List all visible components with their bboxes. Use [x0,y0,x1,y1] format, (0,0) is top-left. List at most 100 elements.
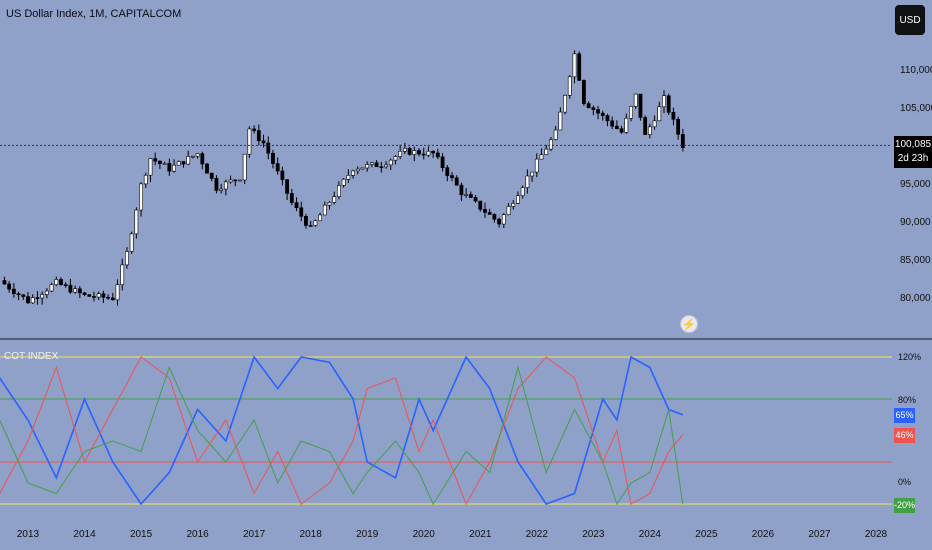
candle-body [558,111,563,131]
candle-body [176,161,181,166]
candle-body [586,103,591,109]
year-label: 2027 [808,529,831,540]
year-label: 2026 [752,529,775,540]
candle-body [299,207,304,217]
last-price-label: 100,085 2d 23h [894,136,932,168]
candle-body [525,175,530,188]
candle-body [7,283,12,290]
candle-body [671,112,676,120]
candle-body [327,202,332,206]
candle-body [426,150,431,156]
year-label: 2019 [356,529,379,540]
year-label: 2014 [73,529,96,540]
candle-body [242,153,247,181]
candle-body [275,163,280,172]
candle-body [450,175,454,179]
candle-body [374,162,379,168]
candle-body [440,156,445,168]
candle-body [445,167,450,176]
candle-body [487,212,492,215]
candle-body [44,290,49,295]
candle-body [657,106,662,122]
level-label-0: 0% [898,477,912,487]
candle-body [54,279,59,285]
candle-body [30,297,35,304]
candle-body [530,171,534,177]
year-label: 2028 [865,529,888,540]
year-label: 2018 [300,529,323,540]
candle-body [26,296,30,304]
candle-body [454,177,459,186]
year-label: 2013 [17,529,40,540]
cot-line-2 [0,365,684,506]
year-label: 2020 [413,529,436,540]
candle-body [304,216,308,226]
candle-body [21,294,26,297]
candle-body [638,93,643,118]
candle-body [49,284,54,292]
candle-body [582,80,586,104]
candle-body [219,188,224,191]
cot-series [0,355,684,506]
candle-body [464,194,469,196]
candle-body [473,197,478,202]
candle-body [497,218,502,225]
year-label: 2015 [130,529,153,540]
candle-body [577,53,582,81]
candle-body [2,280,7,285]
candle-body [614,125,619,129]
candle-body [666,95,671,113]
candle-body [393,156,398,161]
candle-body [228,179,233,183]
candle-body [680,134,685,148]
candle-body [92,296,96,298]
candle-body [40,294,45,299]
candle-body [16,293,21,296]
price-tick-label: 105,000 [900,103,932,114]
candle-body [407,147,412,155]
candle-body [360,167,365,170]
candle-body [624,117,629,133]
candle-body [633,93,638,107]
lightning-icon[interactable]: ⚡ [680,315,698,333]
candle-body [172,164,176,172]
candle-body [289,193,294,203]
candle-body [247,128,252,155]
candle-body [421,153,426,156]
candle-body [280,170,285,180]
candle-body [388,159,393,166]
cot-reference-lines [0,356,892,505]
indicator-name: COT INDEX [4,351,59,362]
candle-body [483,209,487,213]
candle-body [610,120,615,127]
candle-body [190,155,195,158]
candle-body [365,164,370,169]
candle-body [106,296,110,299]
price-tick-label: 95,000 [900,179,931,190]
candle-body [478,200,483,210]
candle-body [351,170,355,176]
blue-value-badge: 65% [894,408,915,423]
candle-body [435,152,440,158]
candle-body [544,148,549,155]
candle-body [539,154,544,160]
candle-body [652,120,657,128]
candle-body [563,95,567,113]
candle-body [516,195,520,204]
candle-body [591,107,596,110]
candle-body [82,292,87,295]
candle-body [572,53,577,78]
chart-title: US Dollar Index, 1M, CAPITALCOM [6,8,182,20]
candle-body [134,209,139,235]
candle-body [676,119,681,135]
candle-body [158,160,162,164]
candle-body [96,293,101,298]
candle-body [252,128,257,131]
candle-body [148,158,153,176]
green-value-badge: -20% [894,498,915,513]
candle-body [337,185,341,198]
cot-line-0 [0,355,684,506]
candle-body [200,153,205,165]
currency-button[interactable]: USD [895,5,925,35]
